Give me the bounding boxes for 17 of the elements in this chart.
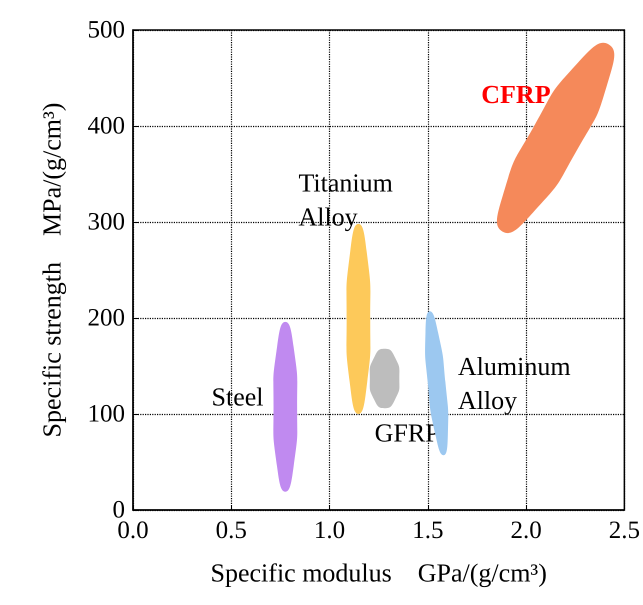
- y-tick-label: 400: [88, 112, 125, 140]
- y-tick-label: 300: [88, 208, 125, 236]
- series-label: Titanium Alloy: [298, 168, 393, 232]
- series-label: CFRP: [481, 80, 551, 109]
- x-tick-label: 0.5: [216, 517, 247, 544]
- series-label: Steel: [212, 382, 264, 412]
- x-axis-title: Specific modulus GPa/(g/cm³): [210, 558, 547, 588]
- x-tick-label: 1.0: [314, 517, 346, 544]
- x-tick-label: 1.5: [412, 517, 444, 544]
- series-label: Aluminum Alloy: [458, 352, 571, 415]
- x-tick-label: 2.5: [608, 517, 640, 544]
- y-tick-label: 100: [88, 400, 125, 428]
- x-tick-label: 2.0: [510, 517, 542, 544]
- y-tick-label: 200: [88, 304, 125, 332]
- x-tick-label: 0.0: [117, 517, 149, 544]
- y-tick-label: 500: [88, 16, 125, 44]
- y-axis-title: Specific strength MPa/(g/cm³): [38, 102, 66, 438]
